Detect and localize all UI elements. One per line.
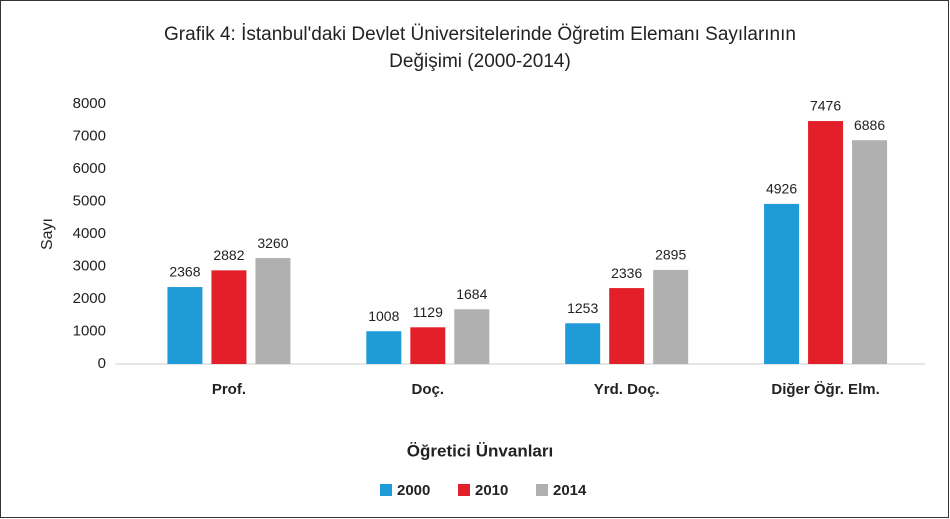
value-label: 2895: [655, 247, 686, 263]
bar: [609, 288, 645, 364]
legend-label: 2000: [397, 482, 430, 499]
bar: [565, 323, 601, 364]
value-label: 3260: [257, 235, 288, 251]
y-tick-label: 6000: [73, 160, 106, 177]
y-tick-label: 3000: [73, 257, 106, 274]
legend-swatch: [536, 484, 548, 496]
bar: [211, 270, 247, 364]
bar: [366, 331, 402, 364]
y-tick-label: 5000: [73, 192, 106, 209]
value-label: 2368: [169, 264, 200, 280]
value-label: 4926: [766, 181, 797, 197]
legend-label: 2010: [475, 482, 508, 499]
y-tick-label: 0: [98, 355, 106, 372]
x-tick-label: Diğer Öğr. Elm.: [771, 381, 879, 398]
chart-title: Grafik 4: İstanbul'daki Devlet Üniversit…: [164, 24, 796, 45]
value-label: 1684: [456, 286, 487, 302]
y-tick-label: 2000: [73, 290, 106, 307]
bar: [808, 121, 844, 364]
y-tick-label: 1000: [73, 322, 106, 339]
bar: [852, 140, 888, 364]
bar: [167, 287, 203, 364]
x-axis-title: Öğretici Ünvanları: [407, 441, 553, 460]
x-tick-label: Prof.: [212, 381, 246, 398]
value-label: 1008: [368, 308, 399, 324]
legend-swatch: [380, 484, 392, 496]
legend-swatch: [458, 484, 470, 496]
x-tick-label: Doç.: [412, 381, 445, 398]
bar: [255, 258, 291, 364]
bar: [653, 269, 689, 364]
bar: [764, 203, 800, 364]
value-label: 7476: [810, 98, 841, 114]
value-label: 1129: [413, 304, 443, 320]
bar: [410, 327, 446, 364]
bar: [454, 309, 490, 364]
value-label: 6886: [854, 117, 885, 133]
value-label: 2882: [213, 247, 244, 263]
y-axis-title: Sayı: [39, 218, 56, 250]
legend-label: 2014: [553, 482, 587, 499]
chart-title: Değişimi (2000-2014): [389, 51, 571, 72]
y-tick-label: 7000: [73, 127, 106, 144]
y-tick-label: 8000: [73, 95, 106, 112]
x-tick-label: Yrd. Doç.: [594, 381, 660, 398]
value-label: 1253: [567, 300, 598, 316]
value-label: 2336: [611, 265, 642, 281]
y-tick-label: 4000: [73, 225, 106, 242]
